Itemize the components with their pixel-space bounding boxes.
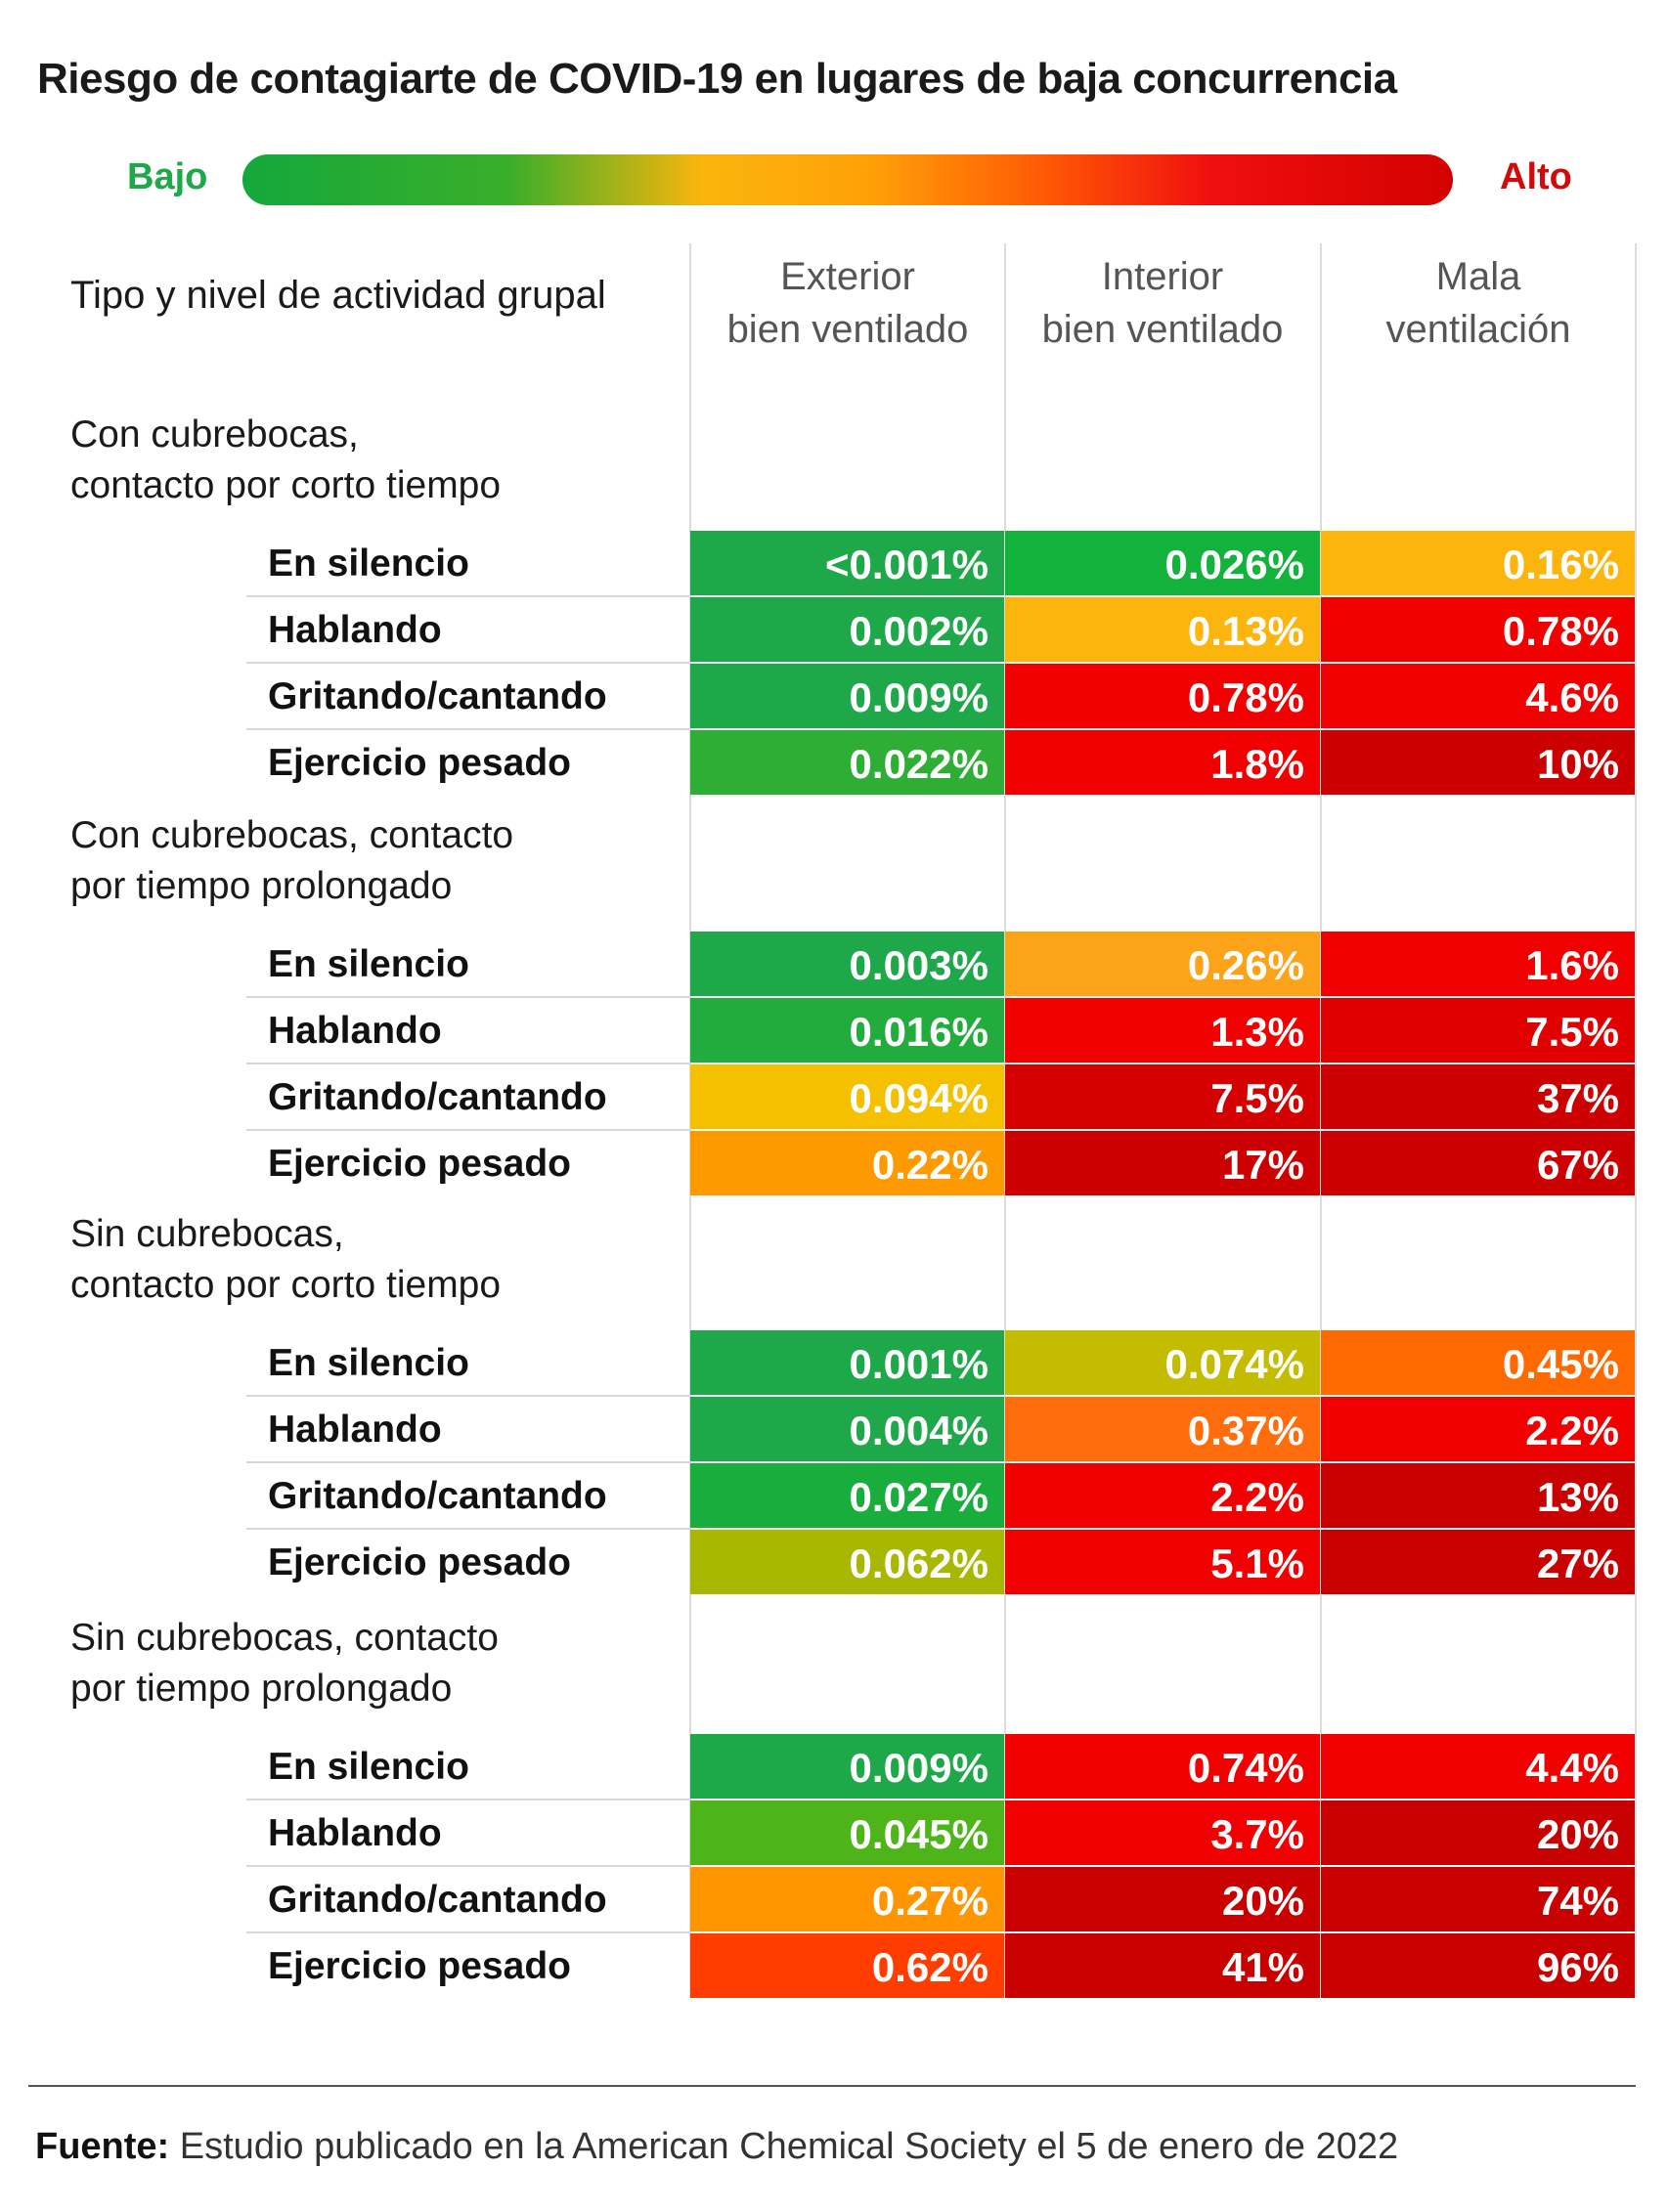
risk-cell: 4.4% — [1321, 1734, 1635, 1799]
risk-gradient-bar — [242, 154, 1453, 205]
column-header: Interior bien ventilado — [1005, 250, 1320, 356]
column-header-line2: bien ventilado — [726, 308, 969, 351]
risk-cell: 13% — [1321, 1463, 1635, 1528]
risk-cell: 0.045% — [690, 1800, 1004, 1865]
risk-cell: 0.003% — [690, 932, 1004, 996]
risk-cell: 5.1% — [1005, 1530, 1320, 1594]
activity-label: Hablando — [268, 1812, 442, 1854]
risk-cell: 1.8% — [1005, 730, 1320, 795]
risk-cell: 4.6% — [1321, 664, 1635, 728]
row-divider — [246, 1461, 690, 1463]
row-divider — [246, 1865, 690, 1867]
risk-cell: 0.001% — [690, 1330, 1004, 1395]
risk-cell: 0.009% — [690, 1734, 1004, 1799]
risk-cell: 74% — [1321, 1867, 1635, 1931]
activity-label: Ejercicio pesado — [268, 742, 571, 784]
group-label: Sin cubrebocas, contacto por corto tiemp… — [70, 1213, 502, 1306]
activity-label: Hablando — [268, 1409, 442, 1451]
activity-label: Ejercicio pesado — [268, 1143, 571, 1185]
chart-title: Riesgo de contagiarte de COVID-19 en lug… — [37, 55, 1397, 103]
row-divider — [246, 1528, 690, 1530]
row-divider — [246, 728, 690, 730]
risk-cell: <0.001% — [690, 531, 1004, 595]
risk-cell: 27% — [1321, 1530, 1635, 1594]
column-header-line2: bien ventilado — [1041, 308, 1284, 351]
risk-cell: 41% — [1005, 1933, 1320, 1998]
row-divider — [246, 1129, 690, 1131]
risk-cell: 0.26% — [1005, 932, 1320, 996]
activity-label: En silencio — [268, 943, 469, 985]
source-text: Estudio publicado en la American Chemica… — [169, 2126, 1399, 2167]
activity-label: Hablando — [268, 609, 442, 651]
row-divider — [246, 595, 690, 597]
group-label: Con cubrebocas, contacto por corto tiemp… — [70, 413, 502, 506]
column-header-line1: Interior — [1101, 255, 1224, 298]
risk-cell: 0.13% — [1005, 597, 1320, 662]
risk-cell: 0.002% — [690, 597, 1004, 662]
activity-label: Ejercicio pesado — [268, 1945, 571, 1987]
risk-cell: 17% — [1005, 1131, 1320, 1195]
risk-cell: 0.094% — [690, 1064, 1004, 1129]
risk-cell: 96% — [1321, 1933, 1635, 1998]
source-label: Fuente: — [35, 2126, 170, 2167]
activity-label: En silencio — [268, 1342, 469, 1384]
risk-cell: 0.37% — [1005, 1397, 1320, 1461]
risk-cell: 0.27% — [690, 1867, 1004, 1931]
row-divider — [246, 1931, 690, 1933]
column-divider — [1635, 243, 1637, 1998]
risk-cell: 20% — [1005, 1867, 1320, 1931]
risk-cell: 0.22% — [690, 1131, 1004, 1195]
column-header: Mala ventilación — [1321, 250, 1636, 356]
row-header: Tipo y nivel de actividad grupal — [70, 274, 606, 317]
risk-cell: 0.016% — [690, 998, 1004, 1063]
activity-label: Gritando/cantando — [268, 1076, 607, 1118]
activity-label: Gritando/cantando — [268, 675, 607, 717]
risk-cell: 0.78% — [1321, 597, 1635, 662]
risk-cell: 20% — [1321, 1800, 1635, 1865]
row-divider — [246, 1395, 690, 1397]
source-note: Fuente: Estudio publicado en la American… — [35, 2126, 1398, 2168]
risk-cell: 1.6% — [1321, 932, 1635, 996]
row-divider — [246, 1063, 690, 1064]
risk-cell: 0.009% — [690, 664, 1004, 728]
risk-cell: 2.2% — [1005, 1463, 1320, 1528]
group-label: Sin cubrebocas, contacto por tiempo prol… — [70, 1617, 499, 1710]
row-divider — [246, 662, 690, 664]
risk-cell: 3.7% — [1005, 1800, 1320, 1865]
activity-label: En silencio — [268, 542, 469, 585]
column-header-line1: Mala — [1435, 255, 1521, 298]
group-label: Con cubrebocas, contacto por tiempo prol… — [70, 814, 514, 907]
risk-cell: 37% — [1321, 1064, 1635, 1129]
risk-cell: 0.16% — [1321, 531, 1635, 595]
activity-label: Hablando — [268, 1010, 442, 1052]
row-divider — [246, 1799, 690, 1800]
activity-label: Gritando/cantando — [268, 1475, 607, 1517]
risk-cell: 7.5% — [1005, 1064, 1320, 1129]
risk-cell: 0.026% — [1005, 531, 1320, 595]
column-header-line1: Exterior — [780, 255, 915, 298]
risk-cell: 0.022% — [690, 730, 1004, 795]
activity-label: Gritando/cantando — [268, 1879, 607, 1921]
footer-divider — [28, 2085, 1636, 2087]
risk-cell: 0.004% — [690, 1397, 1004, 1461]
risk-cell: 1.3% — [1005, 998, 1320, 1063]
risk-cell: 0.074% — [1005, 1330, 1320, 1395]
column-header-line2: ventilación — [1385, 308, 1571, 351]
column-header: Exterior bien ventilado — [690, 250, 1005, 356]
risk-cell: 0.027% — [690, 1463, 1004, 1528]
legend-high-label: Alto — [1500, 156, 1572, 197]
risk-cell: 0.062% — [690, 1530, 1004, 1594]
risk-cell: 67% — [1321, 1131, 1635, 1195]
legend-low-label: Bajo — [127, 156, 208, 197]
activity-label: En silencio — [268, 1746, 469, 1788]
row-divider — [246, 996, 690, 998]
activity-label: Ejercicio pesado — [268, 1541, 571, 1583]
risk-cell: 10% — [1321, 730, 1635, 795]
risk-cell: 0.74% — [1005, 1734, 1320, 1799]
risk-cell: 0.45% — [1321, 1330, 1635, 1395]
risk-cell: 0.62% — [690, 1933, 1004, 1998]
risk-cell: 0.78% — [1005, 664, 1320, 728]
risk-cell: 7.5% — [1321, 998, 1635, 1063]
risk-cell: 2.2% — [1321, 1397, 1635, 1461]
